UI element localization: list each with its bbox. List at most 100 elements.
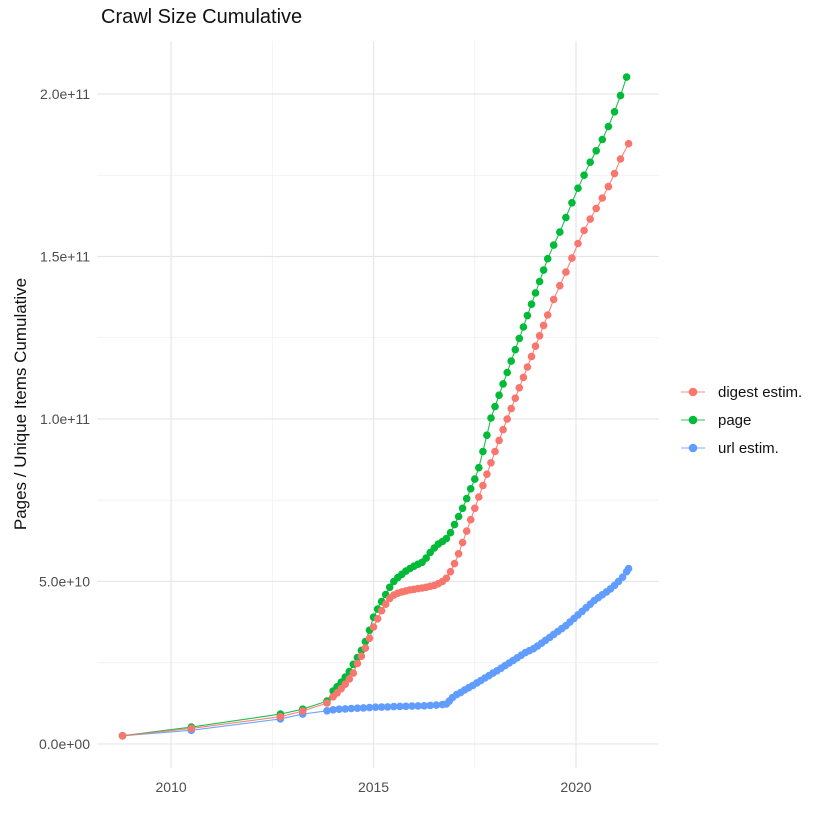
data-point-url-estim: [359, 704, 368, 712]
data-point-url-estim: [420, 702, 429, 710]
data-point-url-estim: [341, 705, 350, 713]
data-point-digest-estim: [471, 504, 479, 513]
data-point-page: [491, 402, 499, 411]
y-tick-label: 1.5e+11: [40, 248, 90, 264]
data-point-page: [574, 184, 582, 192]
data-point-url-estim: [624, 564, 633, 573]
x-tick-label: 2020: [560, 779, 591, 795]
data-point-digest-estim: [562, 268, 570, 276]
x-tick-label: 2010: [156, 779, 187, 795]
data-point-page: [507, 357, 515, 365]
data-point-url-estim: [432, 701, 441, 709]
data-point-url-estim: [377, 703, 386, 711]
data-point-digest-estim: [574, 239, 582, 248]
data-point-digest-estim: [349, 669, 358, 677]
data-point-page: [499, 380, 507, 388]
legend-item-digest-estim: digest estim.: [680, 378, 802, 406]
data-point-page: [586, 158, 594, 166]
data-point-digest-estim: [499, 425, 507, 434]
data-point-digest-estim: [549, 295, 558, 304]
data-point-digest-estim: [381, 600, 390, 608]
data-point-digest-estim: [503, 415, 512, 423]
data-point-digest-estim: [479, 481, 487, 490]
data-point-url-estim: [396, 702, 404, 711]
data-point-page: [479, 447, 487, 456]
legend-label: digest estim.: [718, 383, 803, 401]
data-point-digest-estim: [373, 615, 382, 623]
data-point-digest-estim: [361, 644, 370, 652]
data-point-page: [442, 534, 451, 543]
y-tick-label: 5.0e+10: [39, 573, 90, 589]
data-point-digest-estim: [592, 204, 600, 213]
data-point-digest-estim: [442, 574, 451, 582]
data-point-url-estim: [335, 705, 343, 713]
data-point-digest-estim: [357, 652, 366, 660]
data-point-url-estim: [329, 706, 337, 714]
data-point-digest-estim: [353, 659, 362, 668]
legend-key-page-icon: [681, 415, 705, 425]
data-point-digest-estim: [483, 470, 491, 479]
data-point-url-estim: [390, 702, 398, 711]
data-point-digest-estim: [369, 623, 378, 631]
data-point-url-estim: [323, 707, 331, 715]
data-point-page: [483, 431, 491, 440]
data-point-page: [446, 528, 455, 537]
data-point-page: [549, 241, 558, 249]
data-point-digest-estim: [450, 559, 459, 568]
data-point-digest-estim: [598, 194, 607, 202]
y-tick-label: 0.0e+00: [39, 736, 90, 752]
data-point-page: [616, 91, 625, 100]
data-point-digest-estim: [511, 394, 520, 403]
data-point-digest-estim: [187, 724, 196, 733]
data-point-digest-estim: [535, 332, 544, 340]
legend-item-url-estim: url estim.: [680, 434, 802, 462]
data-point-url-estim: [426, 701, 435, 710]
data-point-digest-estim: [523, 363, 532, 371]
data-point-digest-estim: [515, 384, 524, 392]
data-point-digest-estim: [531, 342, 540, 351]
data-point-page: [495, 391, 503, 400]
legend-label: url estim.: [718, 439, 779, 457]
data-point-digest-estim: [276, 712, 285, 721]
data-point-page: [503, 368, 512, 377]
data-point-digest-estim: [604, 182, 613, 191]
data-point-digest-estim: [466, 515, 475, 524]
data-point-page: [580, 171, 588, 179]
legend-key-url-estim-icon: [681, 443, 705, 453]
data-point-page: [523, 311, 532, 320]
data-point-page: [475, 463, 483, 472]
data-point-digest-estim: [365, 634, 374, 643]
y-tick-label: 1.0e+11: [40, 411, 90, 427]
data-point-page: [535, 277, 544, 286]
data-point-url-estim: [414, 702, 422, 710]
data-point-page: [450, 520, 459, 529]
data-point-page: [527, 300, 536, 309]
data-point-page: [568, 199, 576, 207]
data-point-digest-estim: [527, 352, 536, 361]
data-point-page: [471, 475, 479, 483]
data-point-digest-estim: [539, 321, 548, 330]
data-point-url-estim: [408, 702, 416, 710]
data-point-page: [515, 334, 524, 343]
data-point-digest-estim: [624, 139, 633, 148]
legend: digest estim. page url estim.: [680, 378, 802, 462]
data-point-page: [454, 512, 463, 521]
data-point-page: [622, 73, 631, 81]
data-point-digest-estim: [454, 550, 463, 558]
data-point-digest-estim: [118, 732, 127, 740]
data-point-digest-estim: [568, 254, 576, 262]
data-point-digest-estim: [298, 707, 307, 715]
data-point-page: [592, 147, 600, 155]
data-point-page: [539, 266, 548, 274]
data-point-digest-estim: [377, 606, 386, 615]
data-point-url-estim: [347, 704, 356, 713]
data-point-digest-estim: [580, 226, 588, 235]
data-point-page: [610, 108, 619, 116]
chart-title: Crawl Size Cumulative: [101, 6, 303, 28]
legend-key-digest-estim-icon: [681, 387, 705, 397]
data-point-url-estim: [383, 703, 392, 711]
data-point-digest-estim: [341, 680, 350, 688]
data-point-page: [531, 289, 540, 297]
